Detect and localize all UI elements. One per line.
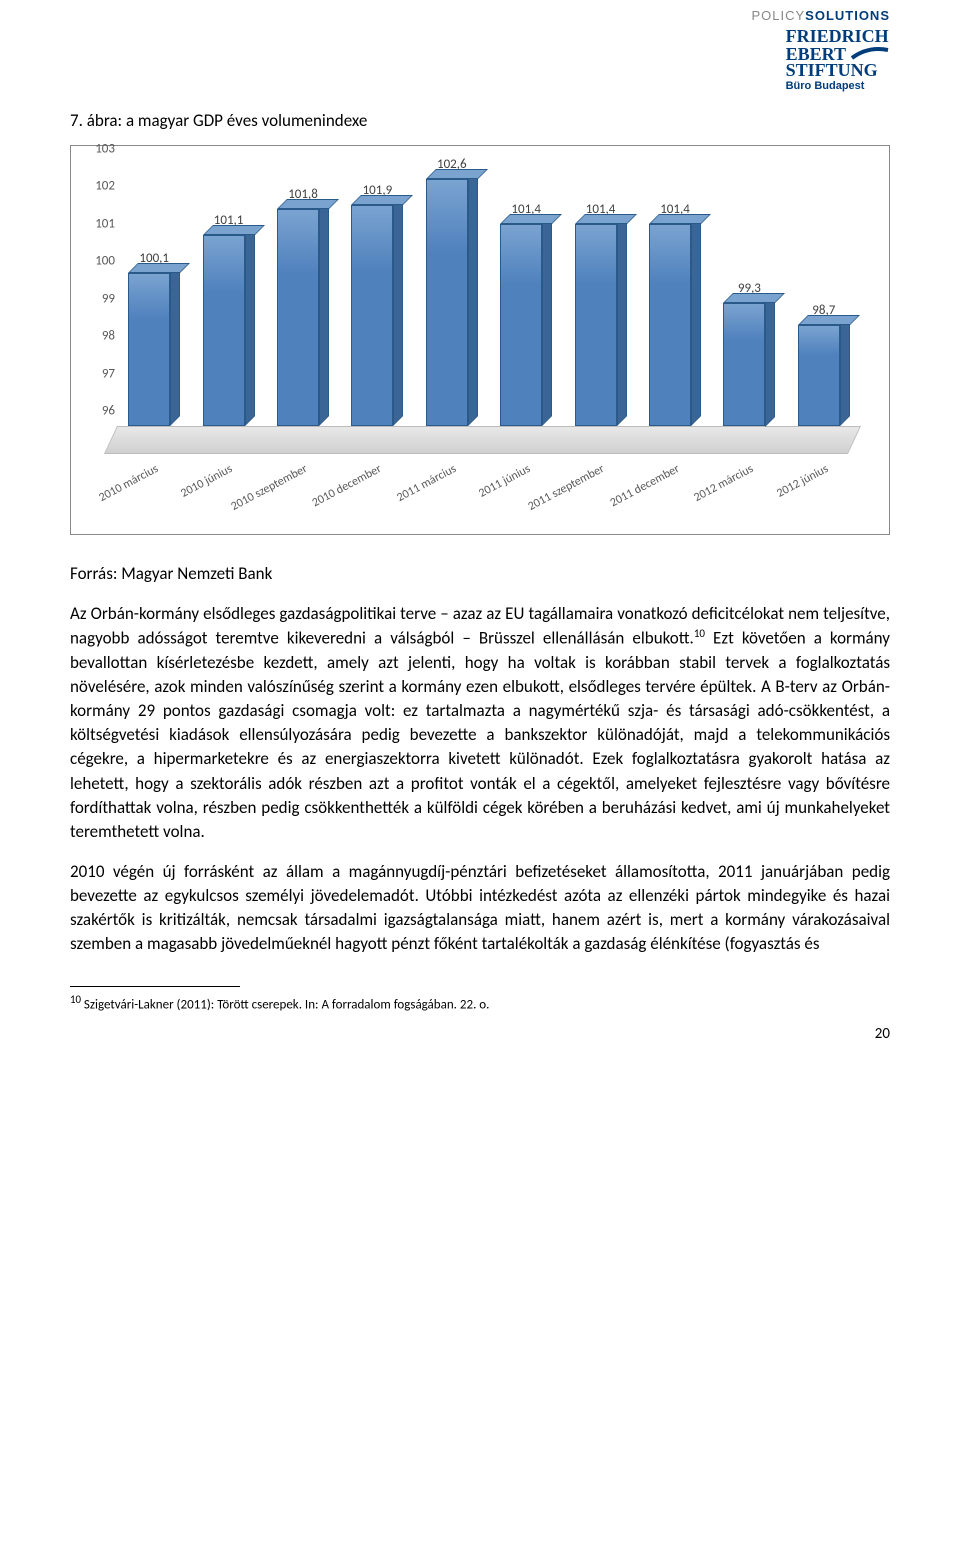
- x-label: 2011 március: [394, 462, 458, 505]
- para1-post: Ezt követően a kormány bevallottan kísér…: [70, 628, 890, 842]
- footnote-text: Szigetvári-Lakner (2011): Törött cserepe…: [81, 998, 489, 1013]
- bar-value-label: 101,4: [643, 202, 707, 217]
- header-logos: POLICYSOLUTIONS FRIEDRICH EBERT STIFTUNG…: [751, 8, 890, 94]
- y-tick: 103: [95, 142, 115, 157]
- paragraph-1: Az Orbán-kormány elsődleges gazdaságpoli…: [70, 602, 890, 844]
- bars-layer: 100,1 101,1 101,8 101,9 102,6 101,4 101,4 101,4…: [117, 164, 861, 426]
- chart-source: Forrás: Magyar Nemzeti Bank: [70, 563, 890, 584]
- page-number: 20: [70, 1025, 890, 1043]
- bar-value-label: 98,7: [792, 303, 856, 318]
- x-label: 2011 június: [477, 462, 533, 501]
- bar: 101,4: [575, 224, 627, 426]
- y-tick: 102: [95, 179, 115, 194]
- policysolutions-logo: POLICYSOLUTIONS: [751, 8, 890, 23]
- y-tick: 100: [95, 254, 115, 269]
- x-label: 2010 szeptember: [229, 462, 310, 514]
- y-tick: 97: [102, 366, 115, 381]
- paragraph-2: 2010 végén új forrásként az állam a magá…: [70, 860, 890, 957]
- bar: 102,6: [426, 179, 478, 426]
- bar-value-label: 101,1: [197, 213, 261, 228]
- bar-value-label: 99,3: [717, 281, 781, 296]
- fes-buro: Büro Budapest: [786, 82, 890, 91]
- gdp-chart: 96 97 98 99 100 101 102 103 100,1 101,1 101,8 101,…: [70, 145, 890, 535]
- y-axis: 96979899100101102103: [81, 164, 115, 426]
- logo-policy-text: POLICY: [751, 8, 805, 23]
- x-label: 2011 szeptember: [526, 462, 607, 514]
- bar: 99,3: [723, 303, 775, 427]
- x-label: 2012 március: [692, 462, 756, 505]
- bar: 101,4: [500, 224, 552, 426]
- x-label: 2011 december: [608, 462, 682, 510]
- fes-line3: STIFTUNG: [786, 63, 890, 78]
- x-label: 2010 június: [179, 462, 235, 501]
- bar: 101,4: [649, 224, 701, 426]
- fes-line1: FRIEDRICH: [786, 29, 890, 44]
- bar: 100,1: [128, 273, 180, 426]
- bar-value-label: 101,9: [345, 183, 409, 198]
- chart-floor: [104, 426, 861, 454]
- bar-value-label: 101,8: [271, 187, 335, 202]
- bar: 101,1: [203, 235, 255, 426]
- y-tick: 98: [102, 329, 115, 344]
- y-tick: 99: [102, 291, 115, 306]
- chart-plot-area: 96979899100101102103 100,1101,1101,8101,…: [117, 164, 861, 454]
- x-label: 2012 június: [774, 462, 830, 501]
- bar-value-label: 102,6: [420, 157, 484, 172]
- bar: 101,9: [351, 205, 403, 426]
- x-label: 2010 március: [97, 462, 161, 505]
- bar-value-label: 101,4: [494, 202, 558, 217]
- bar: 101,8: [277, 209, 329, 426]
- y-tick: 96: [102, 404, 115, 419]
- footnote-rule: [70, 986, 240, 987]
- fes-logo: FRIEDRICH EBERT STIFTUNG Büro Budapest: [786, 29, 890, 91]
- bar-value-label: 100,1: [122, 251, 186, 266]
- footnote-10: 10 Szigetvári-Lakner (2011): Törött cser…: [70, 993, 890, 1012]
- x-axis-labels: 2010 március2010 június2010 szeptember20…: [117, 456, 861, 512]
- x-label: 2010 december: [310, 462, 384, 510]
- bar-value-label: 101,4: [569, 202, 633, 217]
- bar: 98,7: [798, 325, 850, 426]
- y-tick: 101: [95, 216, 115, 231]
- footnote-ref-10: 10: [694, 627, 705, 640]
- footnote-number: 10: [70, 993, 81, 1006]
- figure-title: 7. ábra: a magyar GDP éves volumenindexe: [70, 110, 890, 131]
- logo-solutions-text: SOLUTIONS: [805, 8, 890, 23]
